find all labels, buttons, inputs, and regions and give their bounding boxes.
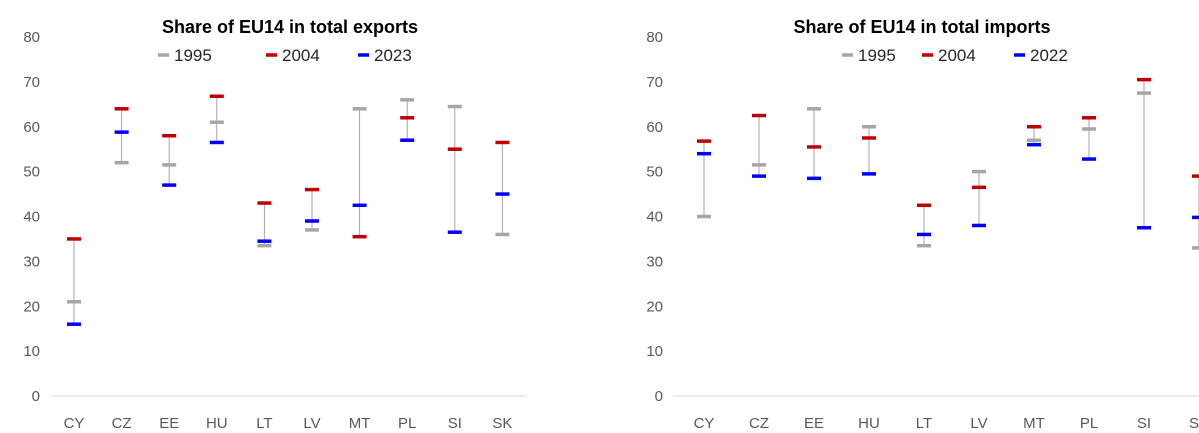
y-tick-label: 80 (646, 29, 663, 46)
legend-label: 1995 (858, 46, 896, 65)
x-tick-label: CY (64, 415, 85, 432)
x-tick-label: LV (970, 415, 987, 432)
x-tick-label: MT (349, 415, 371, 432)
x-tick-label: PL (398, 415, 416, 432)
x-tick-label: CZ (112, 415, 132, 432)
y-tick-label: 10 (23, 343, 40, 360)
y-tick-label: 50 (23, 164, 40, 181)
y-tick-label: 60 (23, 119, 40, 136)
y-tick-label: 30 (23, 253, 40, 270)
chart-title: Share of EU14 in total imports (793, 17, 1050, 37)
x-tick-label: MT (1023, 415, 1045, 432)
x-tick-label: CZ (749, 415, 769, 432)
legend-label: 2004 (282, 46, 320, 65)
x-tick-label: HU (858, 415, 880, 432)
y-tick-label: 0 (32, 388, 40, 405)
y-tick-label: 40 (646, 209, 663, 226)
legend-label: 2022 (1030, 46, 1068, 65)
y-tick-label: 20 (23, 298, 40, 315)
x-tick-label: SI (1137, 415, 1151, 432)
y-tick-label: 70 (23, 74, 40, 91)
y-tick-label: 60 (646, 119, 663, 136)
x-tick-label: LT (916, 415, 932, 432)
x-tick-label: CY (694, 415, 715, 432)
x-tick-label: LT (256, 415, 272, 432)
y-tick-label: 0 (655, 388, 663, 405)
chart-exports: Share of EU14 in total exports 0 10 20 30 40 5… (23, 17, 527, 432)
x-tick-label: EE (159, 415, 179, 432)
y-tick-label: 70 (646, 74, 663, 91)
legend-label: 1995 (174, 46, 212, 65)
x-tick-label: HU (206, 415, 228, 432)
y-tick-label: 80 (23, 29, 40, 46)
y-tick-label: 20 (646, 298, 663, 315)
chart-title: Share of EU14 in total exports (162, 17, 418, 37)
y-tick-label: 50 (646, 164, 663, 181)
y-tick-label: 40 (23, 209, 40, 226)
y-tick-label: 30 (646, 253, 663, 270)
x-tick-label: EE (804, 415, 824, 432)
chart-imports: Share of EU14 in total imports 0 10 20 30 40 5… (646, 17, 1199, 432)
x-tick-label: LV (303, 415, 320, 432)
x-tick-label: SK (1189, 415, 1199, 432)
legend-label: 2023 (374, 46, 412, 65)
y-tick-label: 10 (646, 343, 663, 360)
legend-label: 2004 (938, 46, 976, 65)
x-tick-label: PL (1080, 415, 1098, 432)
x-tick-label: SK (492, 415, 512, 432)
x-tick-label: SI (448, 415, 462, 432)
